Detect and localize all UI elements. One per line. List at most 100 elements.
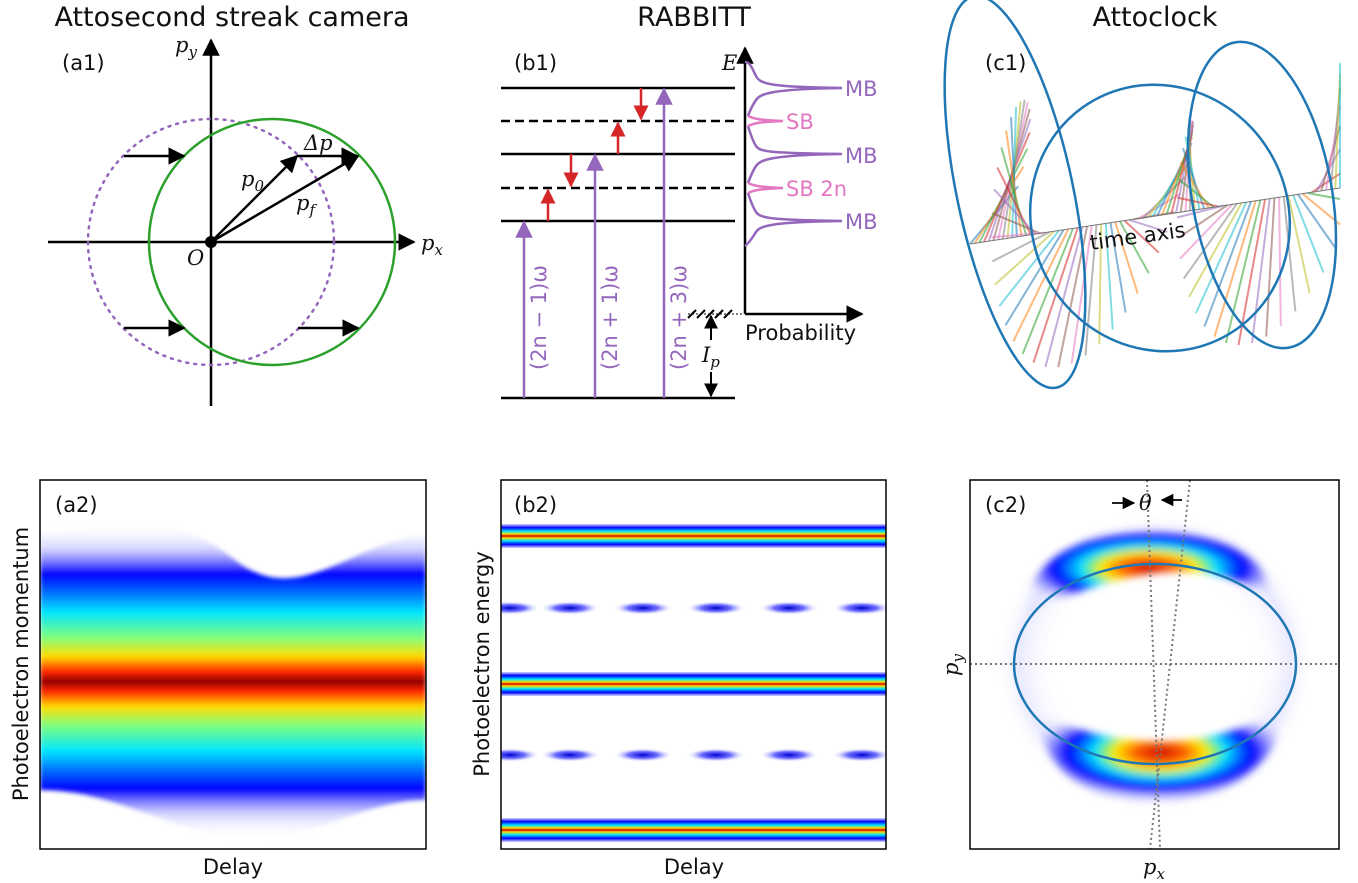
b2-ylabel: Photoelectron energy xyxy=(470,551,494,777)
c1-envelope-right xyxy=(1186,40,1338,350)
c2-frame xyxy=(969,479,1340,850)
a1-green-circle xyxy=(147,117,397,367)
b2-sideband-blob xyxy=(613,748,673,762)
panel-b2: (b2) Delay Photoelectron energy xyxy=(470,479,887,879)
b2-frame xyxy=(500,479,887,850)
b2-sideband-blob xyxy=(832,601,886,615)
a1-pf-arrow xyxy=(210,154,360,244)
c1-field-vector xyxy=(993,188,1037,235)
c2-crescent-bottom xyxy=(1040,712,1281,803)
c1-field-vector xyxy=(1114,221,1139,294)
b2-sideband-blob xyxy=(540,601,600,615)
c1-field-vector xyxy=(1177,204,1229,239)
panel-label-b1: (b1) xyxy=(514,51,557,75)
b1-peak-sb-top: SB xyxy=(786,110,814,134)
c1-field-vector xyxy=(1004,229,1065,326)
c1-field-vector xyxy=(1265,197,1276,337)
c1-field-vector xyxy=(991,231,1046,239)
c1-field-vector xyxy=(1287,195,1311,294)
panel-label-a2: (a2) xyxy=(55,493,98,517)
title-streak-camera: Attosecond streak camera xyxy=(54,2,409,33)
b1-sb-peaks xyxy=(747,114,784,195)
b2-sideband-blob xyxy=(501,748,540,762)
c2-theta-label: θ xyxy=(1139,491,1152,515)
c2-ylabel: py xyxy=(939,654,967,676)
c2-xlabel: px xyxy=(1143,855,1165,883)
c1-field-vector xyxy=(1301,192,1341,226)
c1-field-vector xyxy=(1005,130,1023,237)
c1-field-vector xyxy=(1177,178,1215,208)
c1-field-vector xyxy=(1128,218,1168,233)
b1-peak-mb-bottom: MB xyxy=(845,210,878,234)
panel-label-b2: (b2) xyxy=(514,493,557,517)
c1-field-vector xyxy=(1070,225,1093,364)
a1-dotted-circle xyxy=(86,117,336,367)
panel-a2: (a2) Delay Photoelectron momentum xyxy=(9,479,427,879)
a1-origin-label: O xyxy=(187,246,204,270)
c1-field-vector xyxy=(1109,222,1127,313)
title-attoclock: Attoclock xyxy=(1092,2,1217,33)
b2-sideband-blob xyxy=(613,601,673,615)
c1-field-vector xyxy=(1012,228,1070,342)
a1-dp-label: Δp xyxy=(303,131,333,155)
b2-sideband-blob xyxy=(759,601,819,615)
c1-field-vector xyxy=(1282,196,1297,312)
panel-label-c2: (c2) xyxy=(985,493,1026,517)
c2-polarization-ellipse xyxy=(1012,562,1298,766)
c1-field-vector xyxy=(994,230,1055,286)
a1-p0-arrow xyxy=(210,154,299,243)
b1-peak-sb-mid: SB 2n xyxy=(786,177,847,201)
c2-crescent-top xyxy=(1025,531,1272,612)
a1-pf-label: pf xyxy=(296,191,317,219)
c1-field-vector xyxy=(1098,224,1103,345)
title-rabbitt: RABBITT xyxy=(637,2,751,33)
a2-streak-band xyxy=(40,523,426,840)
c1-field-vector xyxy=(1021,228,1074,355)
a2-xlabel: Delay xyxy=(203,855,263,879)
panel-c1: (c1) time axis xyxy=(943,0,1341,390)
c1-field-vector xyxy=(998,229,1060,307)
a1-p0-label: p0 xyxy=(241,167,264,195)
c1-field-vector xyxy=(1203,201,1252,327)
b2-mb-band-mid xyxy=(501,672,886,696)
b1-energy-axis-label: E xyxy=(721,51,737,75)
c1-field-vectors xyxy=(969,63,1341,368)
b2-sideband-oscillations xyxy=(501,601,886,762)
panel-a1: (a1) px py O p0 pf Δp xyxy=(48,33,443,406)
b1-ip-label: Ip xyxy=(701,343,720,371)
panel-c2: (c2) θ px py xyxy=(939,479,1340,883)
c1-field-vector xyxy=(1224,199,1262,344)
b2-xlabel: Delay xyxy=(664,855,724,879)
c1-field-vector xyxy=(1123,219,1160,254)
a2-frame xyxy=(39,479,427,850)
c1-field-vector xyxy=(1237,199,1267,346)
b1-peak-mb-top: MB xyxy=(845,77,878,101)
b2-sideband-blob xyxy=(686,748,746,762)
c1-field-vector xyxy=(1032,227,1079,363)
c1-field-vector xyxy=(1292,194,1325,273)
c2-vertical-dotted xyxy=(1146,480,1161,849)
b1-mb-peaks xyxy=(744,60,843,247)
c1-field-vector xyxy=(1182,147,1206,209)
b2-mb-band-bottom xyxy=(501,818,886,842)
b1-photon-1-label: (2n − 1)ω xyxy=(527,265,551,370)
b1-photon-3-label: (2n + 3)ω xyxy=(667,265,691,370)
c1-field-vector xyxy=(1278,197,1282,326)
c1-field-vector xyxy=(1213,200,1257,337)
panel-label-a1: (a1) xyxy=(62,51,105,75)
c1-envelope-mid xyxy=(1028,83,1292,353)
b1-photon-2-label: (2n + 1)ω xyxy=(598,265,622,370)
b2-sideband-blob xyxy=(832,748,886,762)
c1-field-vector xyxy=(1297,193,1338,250)
a1-x-axis-label: px xyxy=(421,231,443,259)
c1-field-vector xyxy=(1307,191,1341,201)
c1-field-vector xyxy=(1118,220,1150,274)
b1-peak-mb-mid: MB xyxy=(845,144,878,168)
c1-field-vector xyxy=(991,231,1051,263)
c1-field-vector xyxy=(1182,203,1238,280)
b2-sideband-blob xyxy=(540,748,600,762)
c1-field-vector xyxy=(1195,201,1248,314)
a2-ylabel: Photoelectron momentum xyxy=(9,527,33,801)
b2-sideband-blob xyxy=(501,601,540,615)
c1-field-vector xyxy=(1251,198,1271,344)
